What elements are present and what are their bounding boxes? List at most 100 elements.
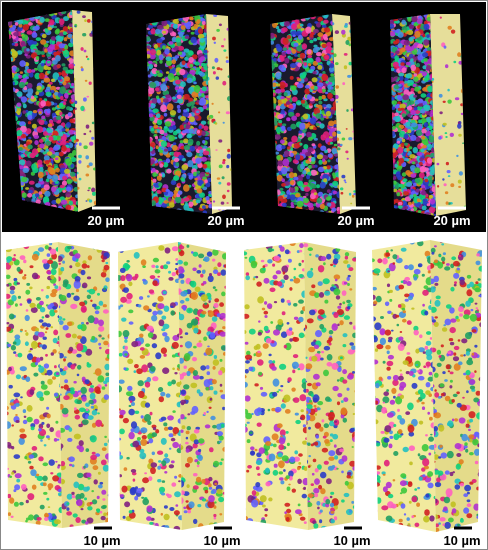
particle xyxy=(25,332,29,336)
particle xyxy=(128,395,136,402)
particle xyxy=(348,137,353,141)
particle xyxy=(430,147,435,153)
particle xyxy=(300,74,306,79)
particle xyxy=(422,65,428,70)
particle xyxy=(423,77,429,83)
particle xyxy=(70,157,77,163)
particle xyxy=(415,129,423,137)
particle xyxy=(12,39,17,43)
particle xyxy=(189,433,197,442)
particle xyxy=(6,322,10,325)
particle xyxy=(136,437,141,441)
particle xyxy=(149,159,155,165)
particle xyxy=(348,43,352,47)
particle xyxy=(128,309,134,314)
particle xyxy=(49,427,54,433)
particle xyxy=(391,106,396,110)
particle xyxy=(55,198,61,204)
particle xyxy=(220,68,223,71)
particle xyxy=(214,288,218,292)
particle xyxy=(177,45,185,51)
particle xyxy=(165,158,171,164)
particle xyxy=(91,136,95,140)
particle xyxy=(204,424,211,429)
particle xyxy=(326,189,331,194)
particle xyxy=(426,34,430,38)
particle xyxy=(144,402,151,408)
particle xyxy=(327,84,332,90)
particle xyxy=(50,274,55,280)
particle xyxy=(68,69,74,74)
particle xyxy=(216,67,221,71)
particle xyxy=(150,104,156,109)
particle xyxy=(195,67,201,72)
particle xyxy=(46,175,53,180)
particle xyxy=(25,128,32,135)
particle xyxy=(24,81,29,85)
particle xyxy=(75,262,81,268)
particle xyxy=(58,492,62,497)
particle xyxy=(332,131,337,137)
particle xyxy=(59,32,65,37)
particle xyxy=(170,310,175,316)
particle xyxy=(150,142,156,148)
particle xyxy=(421,190,427,196)
particle xyxy=(68,64,75,69)
particle xyxy=(30,95,35,100)
particle xyxy=(119,304,124,308)
particle xyxy=(315,122,320,127)
particle xyxy=(26,68,33,74)
particle xyxy=(177,182,181,187)
particle xyxy=(412,83,417,87)
particle xyxy=(213,41,216,44)
particle xyxy=(163,125,168,129)
particle xyxy=(188,50,194,56)
particle xyxy=(302,170,307,175)
particle xyxy=(85,173,90,177)
particle xyxy=(201,86,207,92)
particle xyxy=(216,28,220,32)
particle xyxy=(140,427,148,434)
particle xyxy=(39,16,45,23)
particle xyxy=(87,415,94,420)
particle xyxy=(189,63,194,68)
particle xyxy=(13,454,21,459)
particle xyxy=(86,165,90,168)
particle xyxy=(9,475,13,478)
particle xyxy=(175,162,180,167)
particle xyxy=(119,494,124,498)
particle xyxy=(101,386,106,390)
particle xyxy=(403,133,409,139)
particle xyxy=(121,485,128,493)
particle xyxy=(320,145,327,152)
particle xyxy=(447,175,451,178)
particle xyxy=(394,198,399,203)
particle xyxy=(198,264,202,268)
particle xyxy=(40,50,45,56)
particle xyxy=(89,392,96,400)
particle xyxy=(158,486,166,493)
particle xyxy=(438,93,443,98)
particle xyxy=(129,400,133,403)
particle xyxy=(402,94,409,101)
particle xyxy=(11,471,15,475)
particle xyxy=(80,66,83,69)
particle xyxy=(315,52,322,57)
particle xyxy=(156,113,161,119)
particle xyxy=(141,496,145,499)
particle xyxy=(158,182,163,187)
particle xyxy=(157,72,163,78)
particle xyxy=(438,136,442,140)
particle xyxy=(207,345,210,348)
particle xyxy=(421,187,426,191)
particle xyxy=(163,264,169,270)
particle xyxy=(213,516,217,520)
particle xyxy=(48,136,54,141)
particle xyxy=(101,259,105,263)
particle xyxy=(398,201,403,206)
particle xyxy=(413,182,417,187)
particle xyxy=(6,259,11,263)
particle xyxy=(19,121,26,126)
particle xyxy=(36,391,44,399)
particle xyxy=(402,29,407,33)
